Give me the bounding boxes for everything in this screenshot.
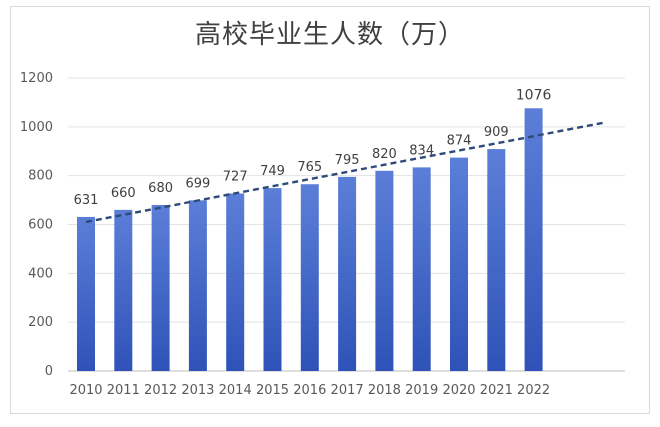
x-tick-label: 2011 bbox=[107, 383, 140, 398]
data-label: 874 bbox=[447, 134, 472, 149]
bar bbox=[487, 149, 506, 371]
x-tick-label: 2020 bbox=[442, 383, 475, 398]
bar bbox=[300, 184, 319, 371]
data-label: 834 bbox=[409, 143, 434, 158]
data-label: 699 bbox=[185, 176, 210, 191]
data-label: 765 bbox=[297, 160, 322, 175]
x-axis: 2010 2011 2012 2013 2014 2015 2016 2017 2018 2019… bbox=[69, 383, 550, 398]
data-labels: 631 660 680 699 727 749 765 795 820 834 874 909 1076 bbox=[74, 87, 552, 208]
x-tick-label: 2013 bbox=[181, 383, 214, 398]
bar bbox=[114, 209, 133, 371]
y-tick-label: 1200 bbox=[20, 71, 53, 86]
data-label: 909 bbox=[484, 125, 509, 140]
bar bbox=[524, 108, 543, 371]
y-tick-label: 600 bbox=[28, 218, 53, 233]
bar bbox=[375, 170, 394, 371]
x-tick-label: 2017 bbox=[331, 383, 364, 398]
x-tick-label: 2015 bbox=[256, 383, 289, 398]
data-label: 727 bbox=[223, 169, 248, 184]
bar bbox=[151, 204, 170, 371]
data-label: 680 bbox=[148, 181, 173, 196]
x-tick-label: 2012 bbox=[144, 383, 177, 398]
y-tick-label: 0 bbox=[45, 364, 53, 379]
data-label: 660 bbox=[111, 186, 136, 201]
y-tick-label: 200 bbox=[28, 315, 53, 330]
bar bbox=[77, 216, 95, 371]
bar bbox=[263, 188, 282, 371]
x-tick-label: 2018 bbox=[368, 383, 401, 398]
x-tick-label: 2021 bbox=[480, 383, 513, 398]
x-tick-label: 2014 bbox=[219, 383, 252, 398]
bar bbox=[450, 157, 468, 371]
x-tick-label: 2022 bbox=[517, 383, 550, 398]
bar bbox=[226, 193, 245, 371]
trendline-path bbox=[85, 121, 605, 224]
data-label: 795 bbox=[335, 153, 360, 168]
x-tick-label: 2019 bbox=[405, 383, 438, 398]
data-label: 820 bbox=[372, 147, 397, 162]
y-tick-label: 800 bbox=[28, 169, 53, 184]
y-tick-label: 1000 bbox=[20, 120, 53, 135]
y-tick-label: 400 bbox=[28, 266, 53, 281]
bar bbox=[188, 200, 207, 371]
bars bbox=[77, 108, 543, 371]
x-tick-label: 2016 bbox=[293, 383, 326, 398]
data-label: 749 bbox=[260, 164, 285, 179]
data-label: 631 bbox=[74, 193, 99, 208]
data-label: 1076 bbox=[516, 87, 552, 103]
y-axis: 0 200 400 600 800 1000 1200 bbox=[20, 71, 53, 379]
x-tick-label: 2010 bbox=[69, 383, 102, 398]
bar bbox=[338, 176, 357, 371]
chart-title: 高校毕业生人数（万） bbox=[194, 20, 465, 50]
bar bbox=[412, 167, 431, 371]
trendline bbox=[85, 121, 605, 224]
